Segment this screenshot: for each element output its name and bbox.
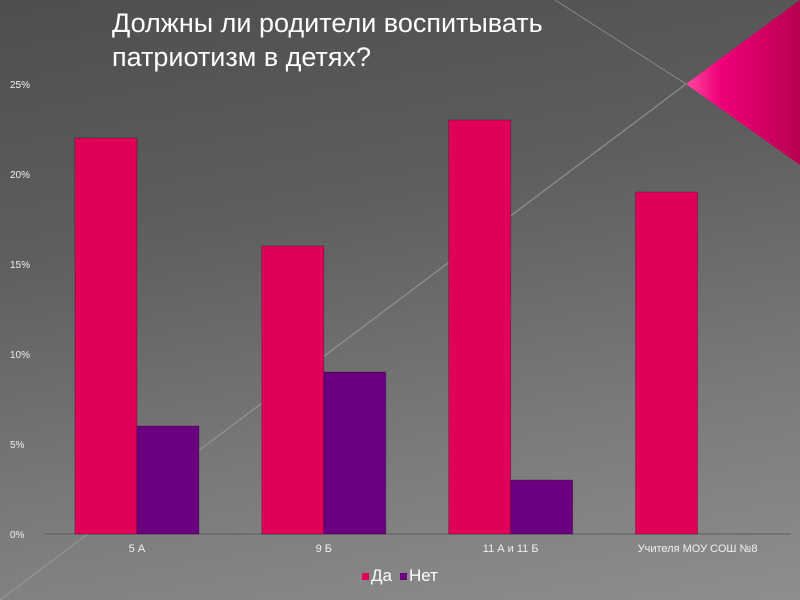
x-tick-label: 11 А и 11 Б [483, 543, 539, 555]
legend-label: Нет [409, 566, 438, 585]
bar-Нет-2 [510, 479, 574, 535]
x-tick-label: 9 Б [316, 543, 332, 555]
y-tick-label: 20% [10, 170, 30, 181]
pink-triangle-decoration [686, 0, 800, 165]
title-line-1: Должны ли родители воспитывать [112, 8, 543, 38]
legend: Да Нет [0, 566, 800, 586]
slide-title: Должны ли родители воспитывать патриотиз… [112, 6, 543, 74]
legend-swatch [362, 573, 370, 581]
x-tick-label: Учителя МОУ СОШ №8 [638, 543, 758, 555]
bar-Нет-0 [136, 425, 200, 535]
y-tick-label: 10% [10, 350, 30, 361]
legend-swatch [400, 573, 407, 581]
legend-label: Да [371, 566, 392, 585]
y-tick-label: 25% [10, 80, 30, 91]
bar-Да-3 [635, 191, 699, 535]
y-tick-label: 15% [10, 260, 30, 271]
y-tick-label: 5% [10, 440, 25, 451]
bar-Нет-1 [323, 371, 387, 535]
x-tick-label: 5 А [129, 543, 146, 555]
legend-item: Нет [400, 566, 438, 585]
title-line-2: патриотизм в детях? [112, 42, 372, 72]
legend-item: Да [362, 566, 392, 585]
y-tick-label: 0% [10, 530, 25, 541]
bar-Да-1 [261, 245, 325, 535]
bar-Да-2 [448, 119, 512, 535]
bar-Да-0 [74, 137, 138, 535]
